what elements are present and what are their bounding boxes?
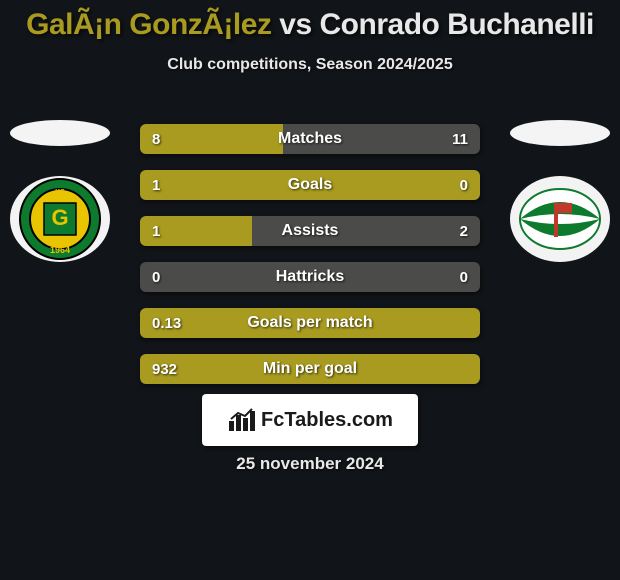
stat-row: 811Matches: [140, 124, 480, 154]
left-club-shadow: [10, 120, 110, 146]
brand-text: FcTables.com: [261, 409, 393, 432]
left-club: G KS 1964: [10, 120, 110, 262]
comparison-title: GalÃ¡n GonzÃ¡lez vs Conrado Buchanelli: [0, 0, 620, 42]
svg-text:G: G: [51, 205, 68, 230]
stat-row: 00Hattricks: [140, 262, 480, 292]
stat-label: Hattricks: [140, 262, 480, 292]
stat-label: Assists: [140, 216, 480, 246]
subtitle: Club competitions, Season 2024/2025: [0, 56, 620, 74]
lechia-gdansk-badge-icon: [518, 177, 602, 261]
brand-badge: FcTables.com: [202, 394, 418, 446]
stat-row: 0.13Goals per match: [140, 308, 480, 338]
vs-text: vs: [279, 8, 311, 41]
stat-bars: 811Matches 10Goals 12Assists 00Hattricks 0.1…: [140, 124, 480, 400]
player2-name: Conrado Buchanelli: [320, 8, 594, 41]
stat-row: 932Min per goal: [140, 354, 480, 384]
gks-katowice-badge-icon: G KS 1964: [18, 177, 102, 261]
stat-row: 12Assists: [140, 216, 480, 246]
right-club-logo: [510, 176, 610, 262]
right-club-shadow: [510, 120, 610, 146]
stat-label: Goals: [140, 170, 480, 200]
left-club-logo: G KS 1964: [10, 176, 110, 262]
club-year: 1964: [50, 245, 70, 255]
stat-label: Min per goal: [140, 354, 480, 384]
right-club: [510, 120, 610, 262]
stat-row: 10Goals: [140, 170, 480, 200]
generated-date: 25 november 2024: [0, 454, 620, 474]
svg-text:KS: KS: [55, 189, 65, 196]
stat-label: Goals per match: [140, 308, 480, 338]
player1-name: GalÃ¡n GonzÃ¡lez: [26, 8, 271, 41]
fctables-logo-icon: [227, 407, 257, 433]
stat-label: Matches: [140, 124, 480, 154]
